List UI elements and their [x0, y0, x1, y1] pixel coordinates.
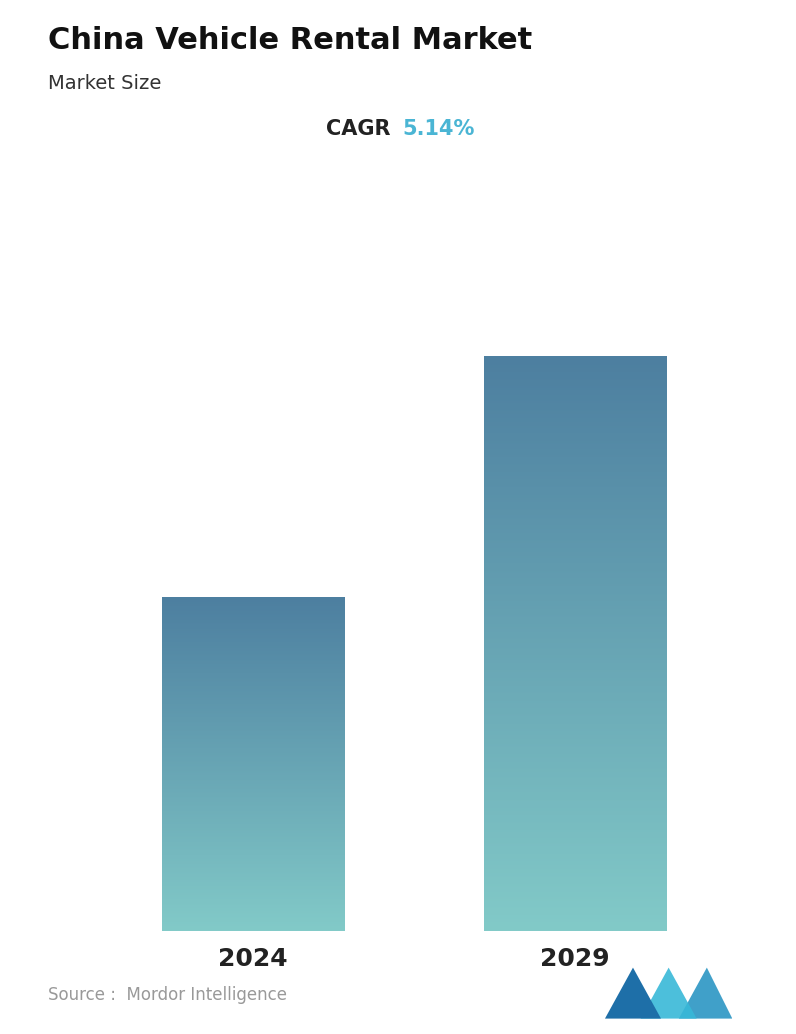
- Polygon shape: [605, 968, 661, 1018]
- Text: CAGR: CAGR: [326, 119, 390, 139]
- Text: Source :  Mordor Intelligence: Source : Mordor Intelligence: [48, 985, 287, 1004]
- Text: 5.14%: 5.14%: [402, 119, 474, 139]
- Text: China Vehicle Rental Market: China Vehicle Rental Market: [48, 26, 532, 55]
- Polygon shape: [641, 968, 696, 1018]
- Text: Market Size: Market Size: [48, 74, 161, 93]
- Polygon shape: [679, 968, 732, 1018]
